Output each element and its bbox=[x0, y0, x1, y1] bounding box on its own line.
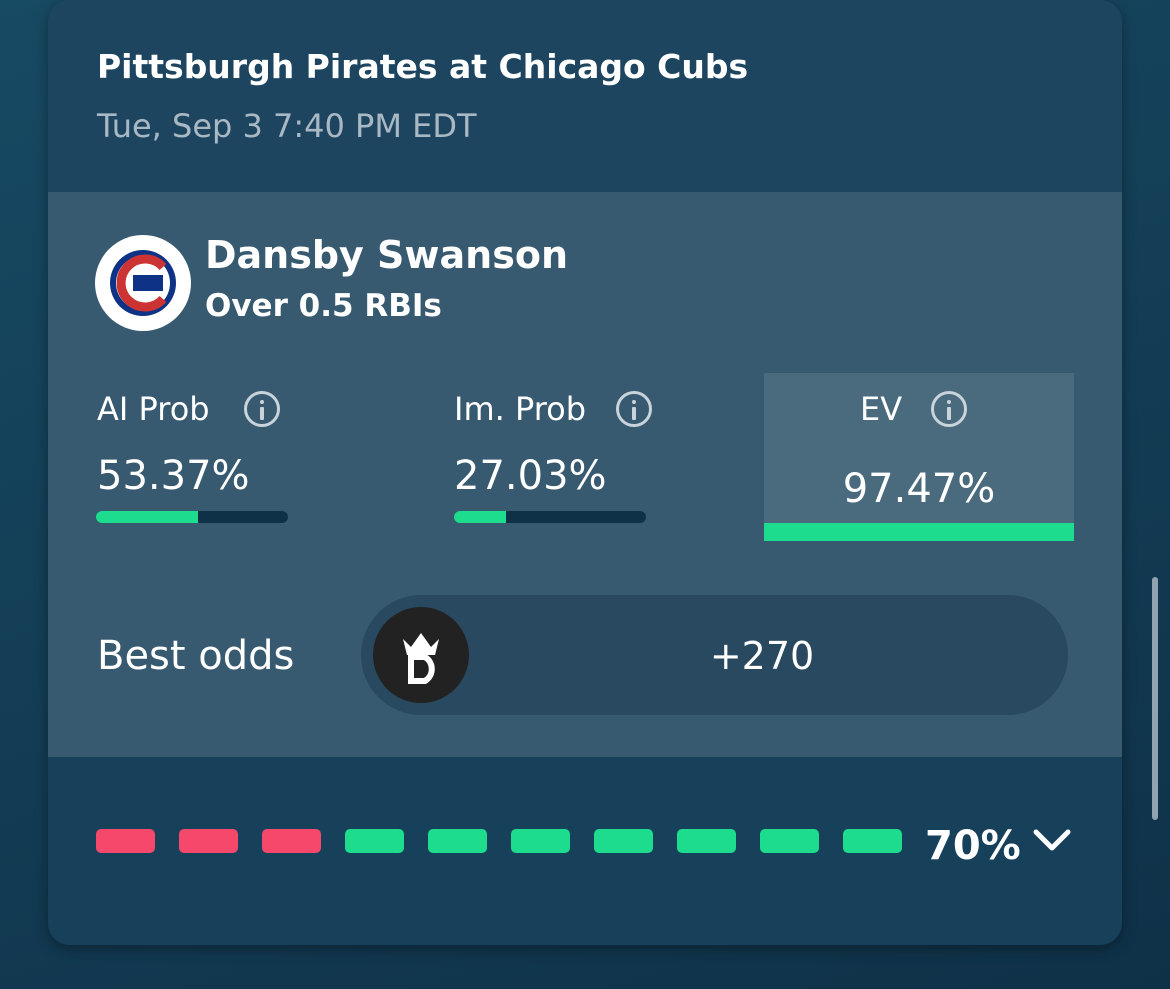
stat-bar bbox=[454, 511, 506, 523]
hit-rate-segment bbox=[843, 829, 902, 853]
stat-track bbox=[454, 511, 646, 523]
game-title: Pittsburgh Pirates at Chicago Cubs bbox=[97, 47, 749, 86]
stat-value: 97.47% bbox=[842, 466, 996, 512]
stat-label: AI Prob bbox=[97, 390, 210, 428]
card-header bbox=[48, 0, 1122, 192]
hit-rate-segment bbox=[677, 829, 736, 853]
scrollbar[interactable] bbox=[1152, 577, 1158, 820]
odds-pill[interactable] bbox=[361, 595, 1068, 715]
stat-value: 27.03% bbox=[454, 453, 607, 499]
ev-highlight bbox=[764, 373, 1074, 541]
hit-rate-segment bbox=[345, 829, 404, 853]
info-icon[interactable] bbox=[931, 391, 967, 427]
stat-value: 53.37% bbox=[97, 453, 250, 499]
player-name: Dansby Swanson bbox=[205, 233, 569, 277]
info-icon[interactable] bbox=[616, 391, 652, 427]
stat-label: EV bbox=[860, 390, 903, 428]
hit-rate-segment bbox=[96, 829, 155, 853]
stat-label: Im. Prob bbox=[454, 390, 587, 428]
hit-rate-segment bbox=[179, 829, 238, 853]
stat-bar bbox=[96, 511, 199, 523]
hit-rate-segment bbox=[594, 829, 653, 853]
hit-rate-segment bbox=[511, 829, 570, 853]
game-time: Tue, Sep 3 7:40 PM EDT bbox=[97, 107, 477, 145]
team-logo bbox=[95, 235, 191, 331]
hit-rate-segment bbox=[262, 829, 321, 853]
player-prop: Over 0.5 RBIs bbox=[205, 288, 442, 324]
hit-rate-label: 70% bbox=[925, 823, 1021, 869]
hit-rate-segment bbox=[760, 829, 819, 853]
ev-underline bbox=[764, 523, 1074, 541]
best-odds-label: Best odds bbox=[97, 633, 295, 679]
best-odds-value: +270 bbox=[709, 634, 815, 678]
expand-chevron[interactable] bbox=[1032, 826, 1072, 854]
hit-rate-segment bbox=[428, 829, 487, 853]
sportsbook-logo bbox=[373, 607, 469, 703]
stat-track bbox=[96, 511, 288, 523]
info-icon[interactable] bbox=[244, 391, 280, 427]
